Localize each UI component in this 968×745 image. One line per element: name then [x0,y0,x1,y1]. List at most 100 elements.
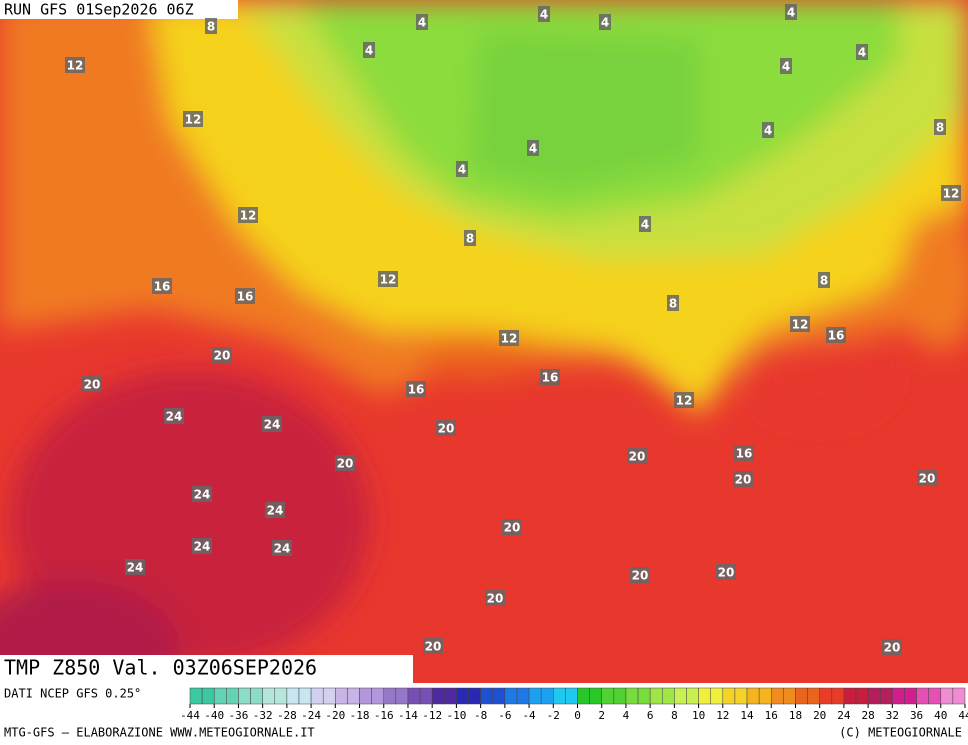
colorbar-cell [904,687,917,705]
colorbar-cell [916,687,929,705]
label-box [780,58,792,74]
colorbar-tick-label: -20 [325,709,345,722]
colorbar: -44 -40 -36 -32 -28 -24 -20 -18 -16 -14 -12 -10 -8 -6… [180,687,968,722]
colorbar-tick-label: -40 [204,709,224,722]
label-box [183,111,203,127]
colorbar-tick-label: 8 [671,709,678,722]
isotherm-label: 12 [240,209,257,223]
colorbar-cell [383,687,397,705]
colorbar-cell [565,687,578,705]
colorbar-cell [431,687,445,705]
label-box [762,122,774,138]
variable-box [0,655,413,683]
isotherm-label: 16 [542,371,559,385]
label-box [674,392,694,408]
label-box [363,42,375,58]
isotherm-label: 12 [67,59,84,73]
colorbar-cell [310,687,324,705]
label-box [630,567,650,583]
isotherm-label: 16 [154,280,171,294]
isotherm-label: 20 [504,521,521,535]
isotherm-label: 4 [601,16,609,30]
colorbar-tick-label: 0 [574,709,581,722]
colorbar-tick-label: -14 [398,709,418,722]
colorbar-cell [589,687,602,705]
header-box [0,0,238,19]
colorbar-tick-label: 12 [716,709,729,722]
label-box [527,140,539,156]
colorbar-tick-label: -18 [350,709,370,722]
label-box [785,4,797,20]
label-box [456,161,468,177]
colorbar-tick-label: 36 [910,709,923,722]
colorbar-cell [189,687,203,705]
isotherm-label: 8 [466,232,474,246]
colorbar-cell [213,687,227,705]
label-box [627,448,647,464]
colorbar-cell [226,687,239,705]
label-box [667,295,679,311]
colorbar-cell [807,687,820,705]
isotherm-label: 20 [487,592,504,606]
label-box [436,420,456,436]
colorbar-cell [480,687,493,705]
colorbar-tick-label: -44 [180,709,200,722]
colorbar-tick-label: -10 [446,709,466,722]
isotherm-label: 8 [207,20,215,34]
colorbar-cell [734,687,748,705]
run-info: RUN GFS 01Sep2026 06Z [4,1,194,19]
isotherm-label: 12 [943,187,960,201]
label-box [416,14,428,30]
colorbar-tick-label: 28 [862,709,875,722]
colorbar-cell [831,687,845,705]
colorbar-cell [456,687,469,705]
colorbar-cell [783,687,796,705]
colorbar-cell [468,687,481,705]
colorbar-cell [855,687,869,705]
colorbar-tick-label: 10 [692,709,705,722]
isotherm-label: 12 [380,273,397,287]
temperature-field [0,0,968,683]
colorbar-tick-label: -8 [474,709,487,722]
colorbar-cell [613,687,627,705]
isotherm-label: 4 [365,44,373,58]
label-box [464,230,476,246]
label-box [152,278,172,294]
data-source: DATI NCEP GFS 0.25° [4,687,141,701]
colorbar-cell [419,687,433,705]
colorbar-cell [238,687,251,705]
colorbar-tick-label: -2 [547,709,560,722]
colorbar-tick-label: 2 [598,709,605,722]
colorbar-tick-label: -24 [301,709,321,722]
colorbar-tick-label: -32 [253,709,273,722]
isotherm-label: 20 [919,472,936,486]
colorbar-tick-label: 32 [886,709,899,722]
label-box [262,416,282,432]
colorbar-tick-label: 6 [647,709,654,722]
label-box [734,445,754,461]
colorbar-tick-label: 20 [813,709,826,722]
label-box [826,327,846,343]
isotherm-label: 4 [641,218,649,232]
colorbar-cell [746,687,760,705]
colorbar-cell [722,687,736,705]
label-box [192,486,212,502]
isotherm-label: 24 [194,488,211,502]
colorbar-cell [952,687,966,705]
isotherm-label: 20 [735,473,752,487]
label-box [941,185,961,201]
colorbar-tick-label: -36 [229,709,249,722]
label-box [65,57,85,73]
isotherm-label: 4 [787,6,795,20]
colorbar-tick-label: 16 [765,709,778,722]
colorbar-cell [879,687,893,705]
colorbar-cell [819,687,833,705]
colorbar-cell [940,687,954,705]
colorbar-tick-label: -12 [422,709,442,722]
label-box [164,408,184,424]
colorbar-tick-label: -4 [522,709,536,722]
colorbar-cell [662,687,675,705]
colorbar-cell [867,687,881,705]
isotherm-label: 8 [820,274,828,288]
colorbar-tick-label: -6 [498,709,511,722]
